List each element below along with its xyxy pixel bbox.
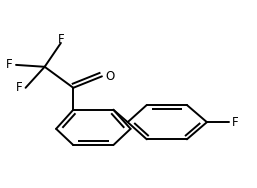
Text: F: F bbox=[58, 33, 64, 46]
Text: F: F bbox=[232, 116, 239, 129]
Text: O: O bbox=[105, 70, 114, 83]
Text: F: F bbox=[6, 58, 13, 71]
Text: F: F bbox=[16, 81, 22, 94]
